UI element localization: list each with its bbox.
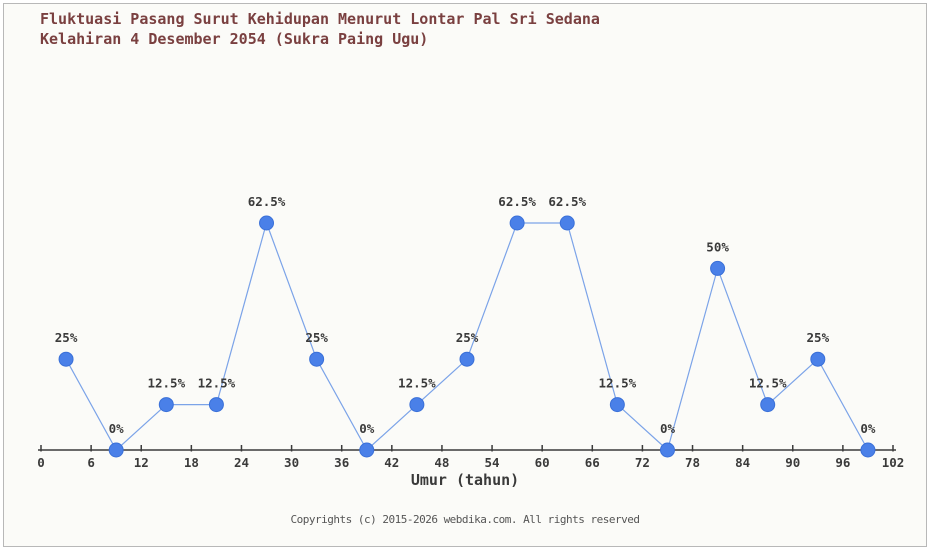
data-point: [609, 397, 625, 413]
x-tick-label: 12: [134, 455, 149, 470]
data-point: [760, 397, 776, 413]
value-label: 50%: [706, 239, 729, 254]
value-label: 12.5%: [749, 376, 787, 391]
value-label: 62.5%: [498, 194, 536, 209]
x-tick-label: 78: [685, 455, 700, 470]
x-tick-label: 54: [485, 455, 500, 470]
data-point: [860, 442, 876, 458]
data-point: [158, 397, 174, 413]
x-tick-label: 72: [635, 455, 650, 470]
data-point: [208, 397, 224, 413]
x-tick-label: 48: [434, 455, 449, 470]
value-label: 62.5%: [248, 194, 286, 209]
value-label: 25%: [456, 330, 479, 345]
x-tick-label: 90: [785, 455, 800, 470]
x-tick-label: 42: [384, 455, 399, 470]
value-label: 25%: [305, 330, 328, 345]
value-label: 0%: [660, 421, 676, 436]
x-tick-label: 102: [882, 455, 905, 470]
chart-frame: [3, 3, 927, 547]
value-label: 25%: [807, 330, 830, 345]
chart-title-line1: Fluktuasi Pasang Surut Kehidupan Menurut…: [40, 10, 600, 28]
data-point: [710, 260, 726, 276]
value-label: 12.5%: [147, 376, 185, 391]
data-point: [259, 215, 275, 231]
data-point: [58, 351, 74, 367]
x-tick-label: 60: [535, 455, 550, 470]
data-point: [409, 397, 425, 413]
data-point: [810, 351, 826, 367]
x-tick-label: 18: [184, 455, 199, 470]
value-label: 0%: [109, 421, 125, 436]
x-tick-label: 24: [234, 455, 249, 470]
data-point: [359, 442, 375, 458]
x-tick-label: 6: [87, 455, 95, 470]
copyright-text: Copyrights (c) 2015-2026 webdika.com. Al…: [290, 513, 641, 526]
data-point: [559, 215, 575, 231]
value-label: 62.5%: [548, 194, 586, 209]
value-label: 25%: [55, 330, 78, 345]
value-label: 12.5%: [198, 376, 236, 391]
x-tick-label: 84: [735, 455, 750, 470]
x-tick-label: 96: [835, 455, 850, 470]
x-axis-title: Umur (tahun): [410, 471, 520, 489]
data-point: [108, 442, 124, 458]
x-tick-label: 66: [585, 455, 600, 470]
data-point: [509, 215, 525, 231]
data-point: [659, 442, 675, 458]
data-point: [459, 351, 475, 367]
x-tick-label: 0: [37, 455, 45, 470]
value-label: 12.5%: [599, 376, 637, 391]
x-tick-label: 30: [284, 455, 299, 470]
value-label: 0%: [359, 421, 375, 436]
data-point: [309, 351, 325, 367]
value-label: 12.5%: [398, 376, 436, 391]
chart-title: Fluktuasi Pasang Surut Kehidupan Menurut…: [40, 9, 600, 49]
x-tick-label: 36: [334, 455, 349, 470]
chart-title-line2: Kelahiran 4 Desember 2054 (Sukra Paing U…: [40, 30, 429, 48]
value-label: 0%: [860, 421, 876, 436]
